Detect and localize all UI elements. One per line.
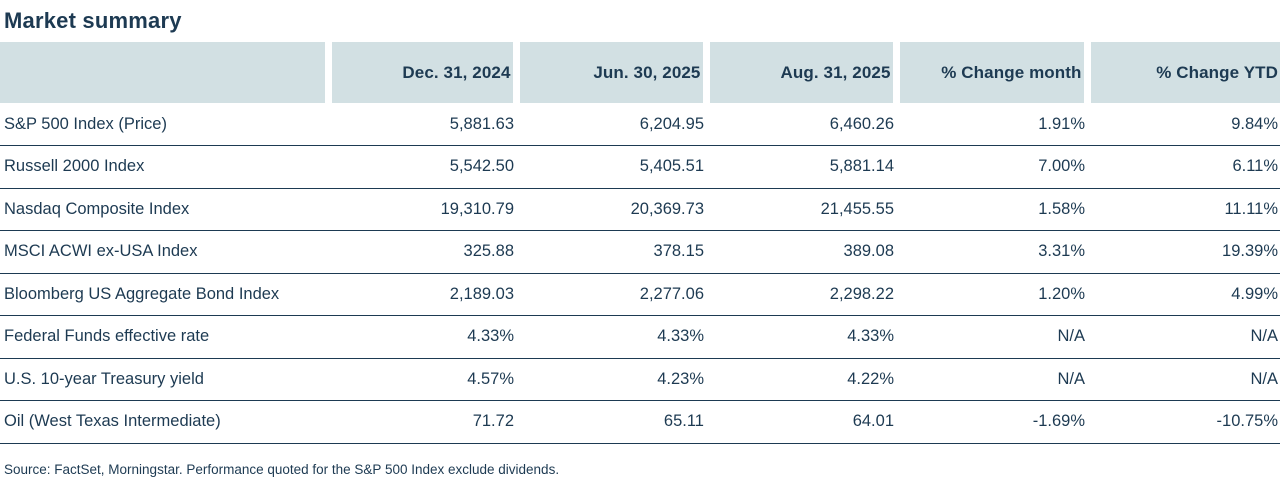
cell-value: -1.69%	[896, 400, 1087, 444]
cell-value: 5,405.51	[516, 145, 706, 189]
cell-value: 2,298.22	[706, 273, 896, 316]
cell-value: 65.11	[516, 400, 706, 444]
cell-value: 6,460.26	[706, 103, 896, 146]
cell-value: 4.57%	[328, 358, 516, 401]
table-row-russell2000: Russell 2000 Index 5,542.50 5,405.51 5,8…	[0, 145, 1280, 189]
cell-value: N/A	[896, 358, 1087, 401]
cell-value: 2,189.03	[328, 273, 516, 316]
cell-value: 1.91%	[896, 103, 1087, 146]
row-label: MSCI ACWI ex-USA Index	[0, 230, 328, 274]
cell-value: 6.11%	[1087, 145, 1280, 189]
row-label: Oil (West Texas Intermediate)	[0, 400, 328, 444]
column-header-dec-31-2024: Dec. 31, 2024	[324, 42, 516, 103]
table-row-nasdaq: Nasdaq Composite Index 19,310.79 20,369.…	[0, 188, 1280, 231]
cell-value: 9.84%	[1087, 103, 1280, 146]
cell-value: 6,204.95	[516, 103, 706, 146]
cell-value: N/A	[896, 315, 1087, 359]
table-row-treasury-10y: U.S. 10-year Treasury yield 4.57% 4.23% …	[0, 358, 1280, 401]
cell-value: 19.39%	[1087, 230, 1280, 274]
row-label: Federal Funds effective rate	[0, 315, 328, 359]
table-header-row: Dec. 31, 2024 Jun. 30, 2025 Aug. 31, 202…	[0, 42, 1280, 103]
table-row-fed-funds: Federal Funds effective rate 4.33% 4.33%…	[0, 315, 1280, 359]
row-label: Russell 2000 Index	[0, 145, 328, 189]
cell-value: 4.99%	[1087, 273, 1280, 316]
row-label: Nasdaq Composite Index	[0, 188, 328, 231]
cell-value: 4.33%	[516, 315, 706, 359]
table-row-oil-wti: Oil (West Texas Intermediate) 71.72 65.1…	[0, 400, 1280, 444]
row-label: Bloomberg US Aggregate Bond Index	[0, 273, 328, 316]
column-header-pct-change-month: % Change month	[892, 42, 1087, 103]
column-header-jun-30-2025: Jun. 30, 2025	[512, 42, 706, 103]
cell-value: N/A	[1087, 315, 1280, 359]
cell-value: 4.33%	[706, 315, 896, 359]
cell-value: -10.75%	[1087, 400, 1280, 444]
cell-value: 325.88	[328, 230, 516, 274]
cell-value: 64.01	[706, 400, 896, 444]
cell-value: 4.23%	[516, 358, 706, 401]
page-title: Market summary	[4, 8, 182, 33]
column-header-aug-31-2025: Aug. 31, 2025	[702, 42, 896, 103]
cell-value: 7.00%	[896, 145, 1087, 189]
table-row-msci-acwi: MSCI ACWI ex-USA Index 325.88 378.15 389…	[0, 230, 1280, 274]
cell-value: 389.08	[706, 230, 896, 274]
table-row-sp500: S&P 500 Index (Price) 5,881.63 6,204.95 …	[0, 103, 1280, 146]
cell-value: 20,369.73	[516, 188, 706, 231]
cell-value: N/A	[1087, 358, 1280, 401]
market-summary-table: Dec. 31, 2024 Jun. 30, 2025 Aug. 31, 202…	[0, 42, 1280, 444]
cell-value: 4.22%	[706, 358, 896, 401]
cell-value: 71.72	[328, 400, 516, 444]
cell-value: 1.20%	[896, 273, 1087, 316]
cell-value: 5,542.50	[328, 145, 516, 189]
cell-value: 5,881.63	[328, 103, 516, 146]
cell-value: 1.58%	[896, 188, 1087, 231]
cell-value: 11.11%	[1087, 188, 1280, 231]
cell-value: 3.31%	[896, 230, 1087, 274]
row-label: S&P 500 Index (Price)	[0, 103, 328, 146]
table-row-bloomberg-agg: Bloomberg US Aggregate Bond Index 2,189.…	[0, 273, 1280, 316]
cell-value: 2,277.06	[516, 273, 706, 316]
source-note: Source: FactSet, Morningstar. Performanc…	[4, 461, 560, 477]
column-header-empty	[0, 42, 328, 103]
cell-value: 378.15	[516, 230, 706, 274]
cell-value: 4.33%	[328, 315, 516, 359]
row-label: U.S. 10-year Treasury yield	[0, 358, 328, 401]
cell-value: 21,455.55	[706, 188, 896, 231]
cell-value: 19,310.79	[328, 188, 516, 231]
cell-value: 5,881.14	[706, 145, 896, 189]
column-header-pct-change-ytd: % Change YTD	[1083, 42, 1280, 103]
